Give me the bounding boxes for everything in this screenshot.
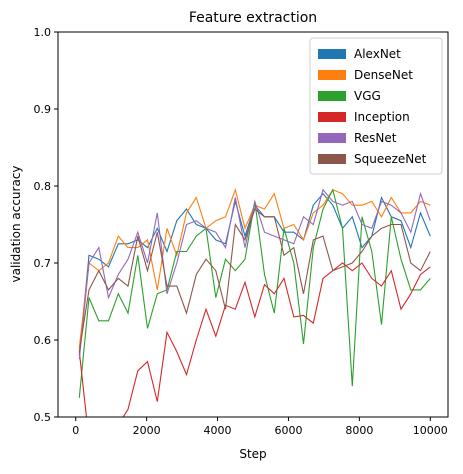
y-tick-label: 1.0 (34, 26, 52, 39)
legend-label: VGG (354, 89, 381, 103)
legend-swatch (318, 133, 346, 143)
series-line (78, 262, 431, 417)
series-line (78, 192, 431, 356)
legend-swatch (318, 112, 346, 122)
legend-swatch (318, 70, 346, 80)
plot-frame (57, 31, 449, 418)
legend-label: ResNet (354, 131, 397, 145)
chart-title: Feature extraction (189, 10, 317, 26)
legend-label: AlexNet (354, 47, 401, 61)
y-axis-label: validation accuracy (9, 165, 23, 282)
y-tick-label: 0.6 (34, 334, 52, 347)
y-tick-label: 0.7 (34, 257, 52, 270)
legend-label: DenseNet (354, 68, 413, 82)
series-line (78, 208, 431, 352)
x-tick-label: 4000 (204, 424, 232, 437)
legend-swatch (318, 49, 346, 59)
y-tick-label: 0.9 (34, 103, 52, 116)
x-tick-label: 6000 (274, 424, 302, 437)
x-tick-label: 10000 (413, 424, 448, 437)
y-tick-label: 0.5 (34, 411, 52, 424)
plot-lines (78, 187, 431, 417)
x-tick-label: 8000 (345, 424, 373, 437)
legend-label: Inception (354, 110, 410, 124)
x-tick-label: 2000 (133, 424, 161, 437)
y-tick-label: 0.8 (34, 180, 52, 193)
x-axis-label: Step (239, 447, 266, 461)
series-line (78, 188, 431, 360)
legend-swatch (318, 91, 346, 101)
series-line (78, 188, 431, 398)
x-tick-label: 0 (72, 424, 79, 437)
legend-swatch (318, 154, 346, 164)
legend-label: SqueezeNet (354, 152, 427, 166)
